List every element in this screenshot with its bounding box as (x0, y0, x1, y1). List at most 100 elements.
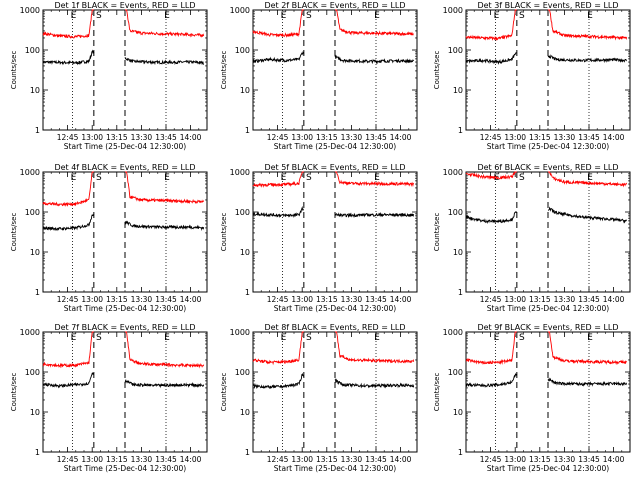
end-marker-label: E (164, 173, 170, 183)
events-series-line (547, 54, 627, 64)
x-tick-label: 14:00 (603, 133, 625, 142)
chart-title: Det 2f BLACK = Events, RED = LLD (264, 1, 405, 10)
x-tick-label: 13:15 (316, 455, 338, 464)
events-series-line (124, 379, 205, 389)
y-tick-label: 1000 (230, 6, 250, 15)
x-tick-label: 12:45 (57, 133, 79, 142)
start-marker-label: E (494, 11, 500, 21)
x-axis-label: Start Time (25-Dec-04 12:30:00) (274, 304, 396, 313)
y-tick-label: 100 (25, 46, 40, 55)
x-tick-label: 13:30 (554, 455, 576, 464)
x-axis-label: Start Time (25-Dec-04 12:30:00) (64, 142, 186, 151)
x-tick-label: 13:45 (365, 133, 387, 142)
start-marker-label: S (96, 11, 102, 21)
y-tick-label: 1 (458, 288, 463, 297)
x-tick-label: 14:00 (603, 455, 625, 464)
x-tick-label: 12:45 (267, 295, 289, 304)
lld-series-line (548, 9, 628, 41)
y-tick-label: 100 (25, 368, 40, 377)
lld-series-line (252, 9, 304, 38)
events-series-line (124, 220, 205, 231)
lld-series-line (125, 171, 205, 205)
x-tick-label: 13:15 (106, 455, 128, 464)
y-axis-label: Counts/sec (433, 51, 441, 90)
chart-title: Det 3f BLACK = Events, RED = LLD (477, 1, 618, 10)
events-series-line (547, 377, 628, 387)
y-tick-label: 1000 (20, 6, 40, 15)
x-tick-label: 14:00 (390, 133, 412, 142)
chart-title: Det 5f BLACK = Events, RED = LLD (264, 163, 405, 172)
y-tick-label: 1 (35, 288, 40, 297)
x-tick-label: 13:45 (578, 295, 600, 304)
x-tick-label: 12:45 (480, 295, 502, 304)
x-tick-label: 13:00 (504, 455, 526, 464)
y-tick-label: 10 (240, 248, 250, 257)
events-series-line (42, 49, 95, 66)
x-tick-label: 13:00 (504, 133, 526, 142)
y-tick-label: 10 (453, 248, 463, 257)
lld-series-line (335, 9, 414, 37)
events-series-line (42, 372, 95, 389)
start-marker-label: S (519, 333, 525, 343)
x-tick-label: 13:45 (365, 295, 387, 304)
chart-panel-9: Det 9f BLACK = Events, RED = LLD 1 10 100 10… (433, 323, 631, 473)
y-tick-label: 100 (448, 368, 463, 377)
x-tick-label: 12:45 (480, 455, 502, 464)
y-tick-label: 100 (235, 208, 250, 217)
y-axis-label: Counts/sec (220, 213, 228, 252)
y-tick-label: 1 (245, 126, 250, 135)
chart-panel-8: Det 8f BLACK = Events, RED = LLD 1 10 100 10… (220, 323, 418, 473)
x-tick-label: 12:45 (480, 133, 502, 142)
x-axis-label: Start Time (25-Dec-04 12:30:00) (64, 304, 186, 313)
x-tick-label: 13:30 (341, 133, 363, 142)
events-series-line (42, 213, 95, 232)
x-tick-label: 14:00 (603, 295, 625, 304)
chart-title: Det 7f BLACK = Events, RED = LLD (54, 323, 195, 332)
x-axis-label: Start Time (25-Dec-04 12:30:00) (274, 142, 396, 151)
end-marker-label: E (587, 11, 593, 21)
lld-series-line (548, 171, 628, 188)
y-tick-label: 10 (453, 86, 463, 95)
x-tick-label: 12:45 (267, 455, 289, 464)
end-marker-label: E (587, 173, 593, 183)
y-tick-label: 100 (25, 208, 40, 217)
y-tick-label: 1000 (230, 328, 250, 337)
lld-series-line (252, 331, 304, 366)
start-marker-label: S (519, 11, 525, 21)
x-tick-label: 13:00 (81, 295, 103, 304)
y-tick-label: 10 (30, 248, 40, 257)
lld-series-line (465, 331, 517, 365)
end-marker-label: E (374, 173, 380, 183)
x-tick-label: 13:30 (131, 295, 153, 304)
x-tick-label: 13:00 (81, 133, 103, 142)
x-tick-label: 13:15 (106, 295, 128, 304)
start-marker-label: S (96, 333, 102, 343)
x-tick-label: 13:45 (155, 295, 177, 304)
chart-title: Det 4f BLACK = Events, RED = LLD (54, 163, 195, 172)
lld-series-line (465, 171, 517, 180)
x-tick-label: 13:45 (578, 133, 600, 142)
y-tick-label: 100 (235, 368, 250, 377)
lld-series-line (335, 331, 415, 364)
end-marker-label: E (374, 11, 380, 21)
start-marker-label: S (306, 173, 312, 183)
chart-panel-1: Det 1f BLACK = Events, RED = LLD 1 10 100 10… (10, 1, 208, 151)
events-series-line (334, 378, 415, 389)
x-tick-label: 14:00 (180, 133, 202, 142)
x-tick-label: 12:45 (57, 295, 79, 304)
x-tick-label: 13:30 (131, 455, 153, 464)
lld-series-line (335, 171, 415, 187)
start-marker-label: S (519, 173, 525, 183)
events-series-line (334, 54, 415, 65)
y-axis-label: Counts/sec (10, 51, 18, 90)
x-axis-label: Start Time (25-Dec-04 12:30:00) (487, 464, 609, 473)
x-axis-label: Start Time (25-Dec-04 12:30:00) (487, 304, 609, 313)
events-series-line (465, 52, 517, 65)
y-tick-label: 1 (458, 448, 463, 457)
start-marker-label: S (306, 11, 312, 21)
y-tick-label: 1 (35, 126, 40, 135)
start-marker-label: E (281, 11, 287, 21)
y-tick-label: 1000 (443, 328, 463, 337)
start-marker-label: E (71, 11, 77, 21)
